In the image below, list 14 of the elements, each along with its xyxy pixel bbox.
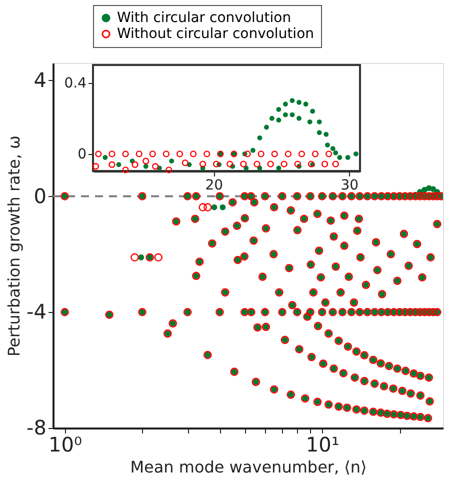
y-tick-label: 0 xyxy=(78,146,86,162)
y-tick-label: -8 xyxy=(26,416,46,440)
x-tick-label: 10¹ xyxy=(306,432,340,456)
y-tick-label: 0.4 xyxy=(64,75,87,92)
y-tick-label: 0 xyxy=(34,184,46,208)
y-tick-label: 4 xyxy=(34,68,46,92)
x-tick-label: 20 xyxy=(205,178,224,194)
x-tick-label: 10⁰ xyxy=(48,432,82,456)
legend-label: With circular convolution xyxy=(117,10,292,26)
y-axis-title: Perturbation growth rate, ω xyxy=(4,135,24,357)
legend-label: Without circular convolution xyxy=(117,26,314,42)
y-tick-label: -4 xyxy=(26,300,46,324)
x-axis-title: Mean mode wavenumber, ⟨n⟩ xyxy=(130,458,367,476)
x-tick-label: 30 xyxy=(340,178,359,194)
